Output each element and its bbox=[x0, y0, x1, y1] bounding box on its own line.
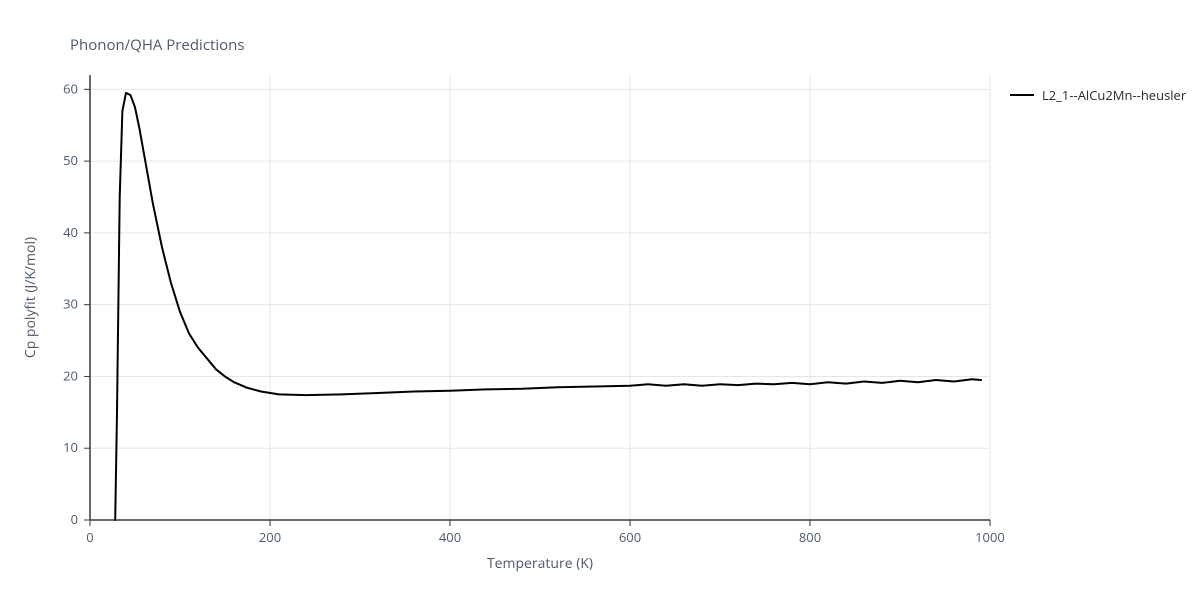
svg-text:30: 30 bbox=[63, 295, 78, 313]
legend-swatch bbox=[1010, 94, 1034, 96]
svg-text:0: 0 bbox=[86, 528, 93, 546]
legend-label: L2_1--AlCu2Mn--heusler bbox=[1042, 86, 1186, 104]
svg-text:Temperature (K): Temperature (K) bbox=[487, 554, 593, 573]
svg-text:40: 40 bbox=[63, 223, 78, 241]
legend-item: L2_1--AlCu2Mn--heusler bbox=[1010, 86, 1186, 104]
svg-text:20: 20 bbox=[63, 366, 78, 384]
svg-text:800: 800 bbox=[799, 528, 821, 546]
svg-text:Cp polyfit (J/K/mol): Cp polyfit (J/K/mol) bbox=[21, 237, 40, 358]
svg-text:0: 0 bbox=[71, 510, 78, 528]
svg-text:60: 60 bbox=[63, 79, 78, 97]
svg-text:10: 10 bbox=[63, 438, 78, 456]
svg-text:400: 400 bbox=[439, 528, 461, 546]
svg-text:1000: 1000 bbox=[975, 528, 1005, 546]
svg-text:200: 200 bbox=[259, 528, 281, 546]
svg-text:50: 50 bbox=[63, 151, 78, 169]
svg-text:600: 600 bbox=[619, 528, 641, 546]
